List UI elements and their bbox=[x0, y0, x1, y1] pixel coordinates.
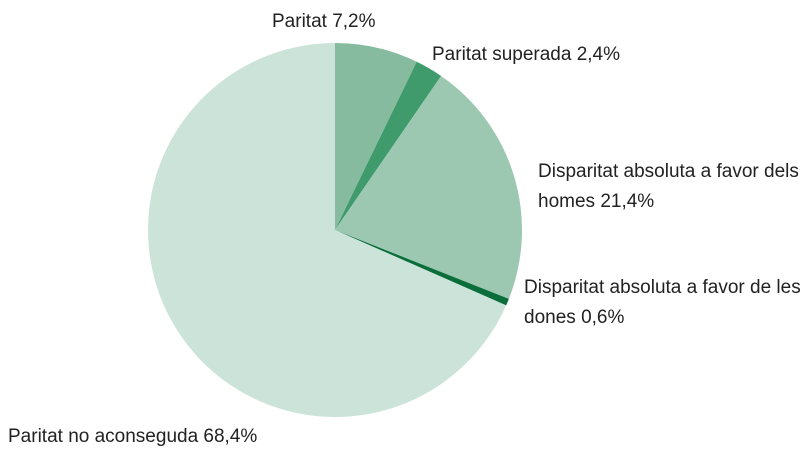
slice-name: Paritat no aconseguda bbox=[8, 426, 199, 447]
slice-label: Paritat superada 2,4% bbox=[432, 40, 732, 70]
slice-name: Paritat superada bbox=[432, 44, 572, 65]
pie-slice bbox=[335, 230, 509, 306]
slice-name: Disparitat absoluta a favor de les dones bbox=[524, 277, 801, 328]
slice-label: Paritat 7,2% bbox=[272, 7, 472, 37]
slice-name: Disparitat absoluta a favor dels homes bbox=[538, 161, 799, 212]
pie-slice bbox=[335, 43, 417, 230]
slice-value: 0,6% bbox=[581, 307, 625, 328]
pie-slice bbox=[335, 75, 522, 299]
slice-label: Paritat no aconseguda 68,4% bbox=[8, 422, 408, 452]
pie-slice bbox=[335, 61, 442, 230]
slice-value: 2,4% bbox=[576, 44, 621, 65]
slice-label: Disparitat absoluta a favor de les dones… bbox=[524, 273, 806, 333]
slice-name: Paritat bbox=[272, 11, 327, 32]
pie-slice bbox=[147, 43, 507, 417]
slice-value: 21,4% bbox=[600, 191, 655, 212]
slice-value: 68,4% bbox=[203, 426, 258, 447]
slice-label: Disparitat absoluta a favor dels homes 2… bbox=[538, 157, 808, 217]
slice-value: 7,2% bbox=[332, 11, 376, 32]
